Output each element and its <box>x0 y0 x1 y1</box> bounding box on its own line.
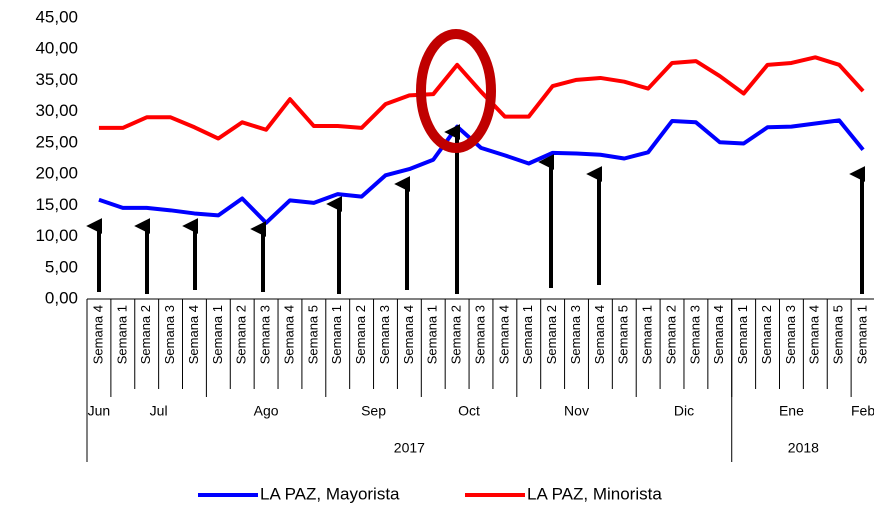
x-tick-label: Semana 2 <box>353 305 368 364</box>
x-tick-label: Semana 2 <box>663 305 678 364</box>
y-tick-label: 30,00 <box>35 101 78 120</box>
highlight-ellipse <box>416 29 496 153</box>
month-label: Ene <box>779 403 804 419</box>
month-label: Jun <box>88 403 111 419</box>
y-tick-label: 15,00 <box>35 195 78 214</box>
x-tick-label: Semana 5 <box>616 305 631 364</box>
x-tick-label: Semana 1 <box>114 305 129 364</box>
plot: 0,00 5,00 10,00 15,00 20,00 25,00 30,00 35,00 40… <box>35 7 874 503</box>
x-tick-label: Semana 3 <box>162 305 177 364</box>
series-line <box>98 118 865 225</box>
y-tick-label: 10,00 <box>35 226 78 245</box>
x-tick-label: Semana 1 <box>640 305 655 364</box>
month-label: Ago <box>254 403 279 419</box>
x-tick-label: Semana 3 <box>687 305 702 364</box>
month-label: Dic <box>674 403 694 419</box>
x-tick-label: Semana 1 <box>425 305 440 364</box>
x-tick-label: Semana 4 <box>281 305 296 364</box>
x-tick-label: Semana 3 <box>568 305 583 364</box>
x-tick-label: Semana 2 <box>544 305 559 364</box>
x-tick-label: Semana 2 <box>234 305 249 364</box>
y-tick-label: 25,00 <box>35 132 78 151</box>
month-label: Feb <box>851 403 874 419</box>
month-label: Nov <box>564 403 589 419</box>
x-tick-label: Semana 5 <box>305 305 320 364</box>
month-label: Oct <box>458 403 480 419</box>
x-tick-label: Semana 4 <box>90 305 105 364</box>
x-tick-label: Semana 4 <box>711 305 726 364</box>
x-tick-label: Semana 3 <box>783 305 798 364</box>
x-tick-label: Semana 1 <box>854 305 869 364</box>
y-tick-label: 20,00 <box>35 164 78 183</box>
x-tick-label: Semana 5 <box>831 305 846 364</box>
x-tick-label: Semana 4 <box>807 305 822 364</box>
y-tick-label: 40,00 <box>35 39 78 58</box>
annotations <box>86 124 866 294</box>
x-tick-label: Semana 2 <box>759 305 774 364</box>
month-label: Jul <box>150 403 168 419</box>
year-label: 2017 <box>394 440 425 456</box>
x-tick-label: Semana 1 <box>735 305 750 364</box>
y-tick-label: 35,00 <box>35 70 78 89</box>
month-label: Sep <box>361 403 386 419</box>
y-tick-label: 0,00 <box>45 288 78 307</box>
y-tick-label: 45,00 <box>35 7 78 26</box>
x-tick-label: Semana 2 <box>138 305 153 364</box>
x-tick-label: Semana 1 <box>520 305 535 364</box>
legend-label: LA PAZ, Mayorista <box>260 484 400 503</box>
x-tick-label: Semana 4 <box>186 305 201 364</box>
x-tick-label: Semana 1 <box>210 305 225 364</box>
x-tick-label: Semana 4 <box>496 305 511 364</box>
x-tick-label: Semana 4 <box>401 305 416 364</box>
x-tick-label: Semana 4 <box>592 305 607 364</box>
y-tick-label: 5,00 <box>45 257 78 276</box>
x-tick-label: Semana 2 <box>449 305 464 364</box>
x-tick-label: Semana 3 <box>377 305 392 364</box>
x-tick-label: Semana 3 <box>258 305 273 364</box>
year-label: 2018 <box>788 440 819 456</box>
series-line <box>98 55 865 141</box>
legend-label: LA PAZ, Minorista <box>527 484 662 503</box>
x-tick-label: Semana 3 <box>472 305 487 364</box>
x-tick-label: Semana 1 <box>329 305 344 364</box>
